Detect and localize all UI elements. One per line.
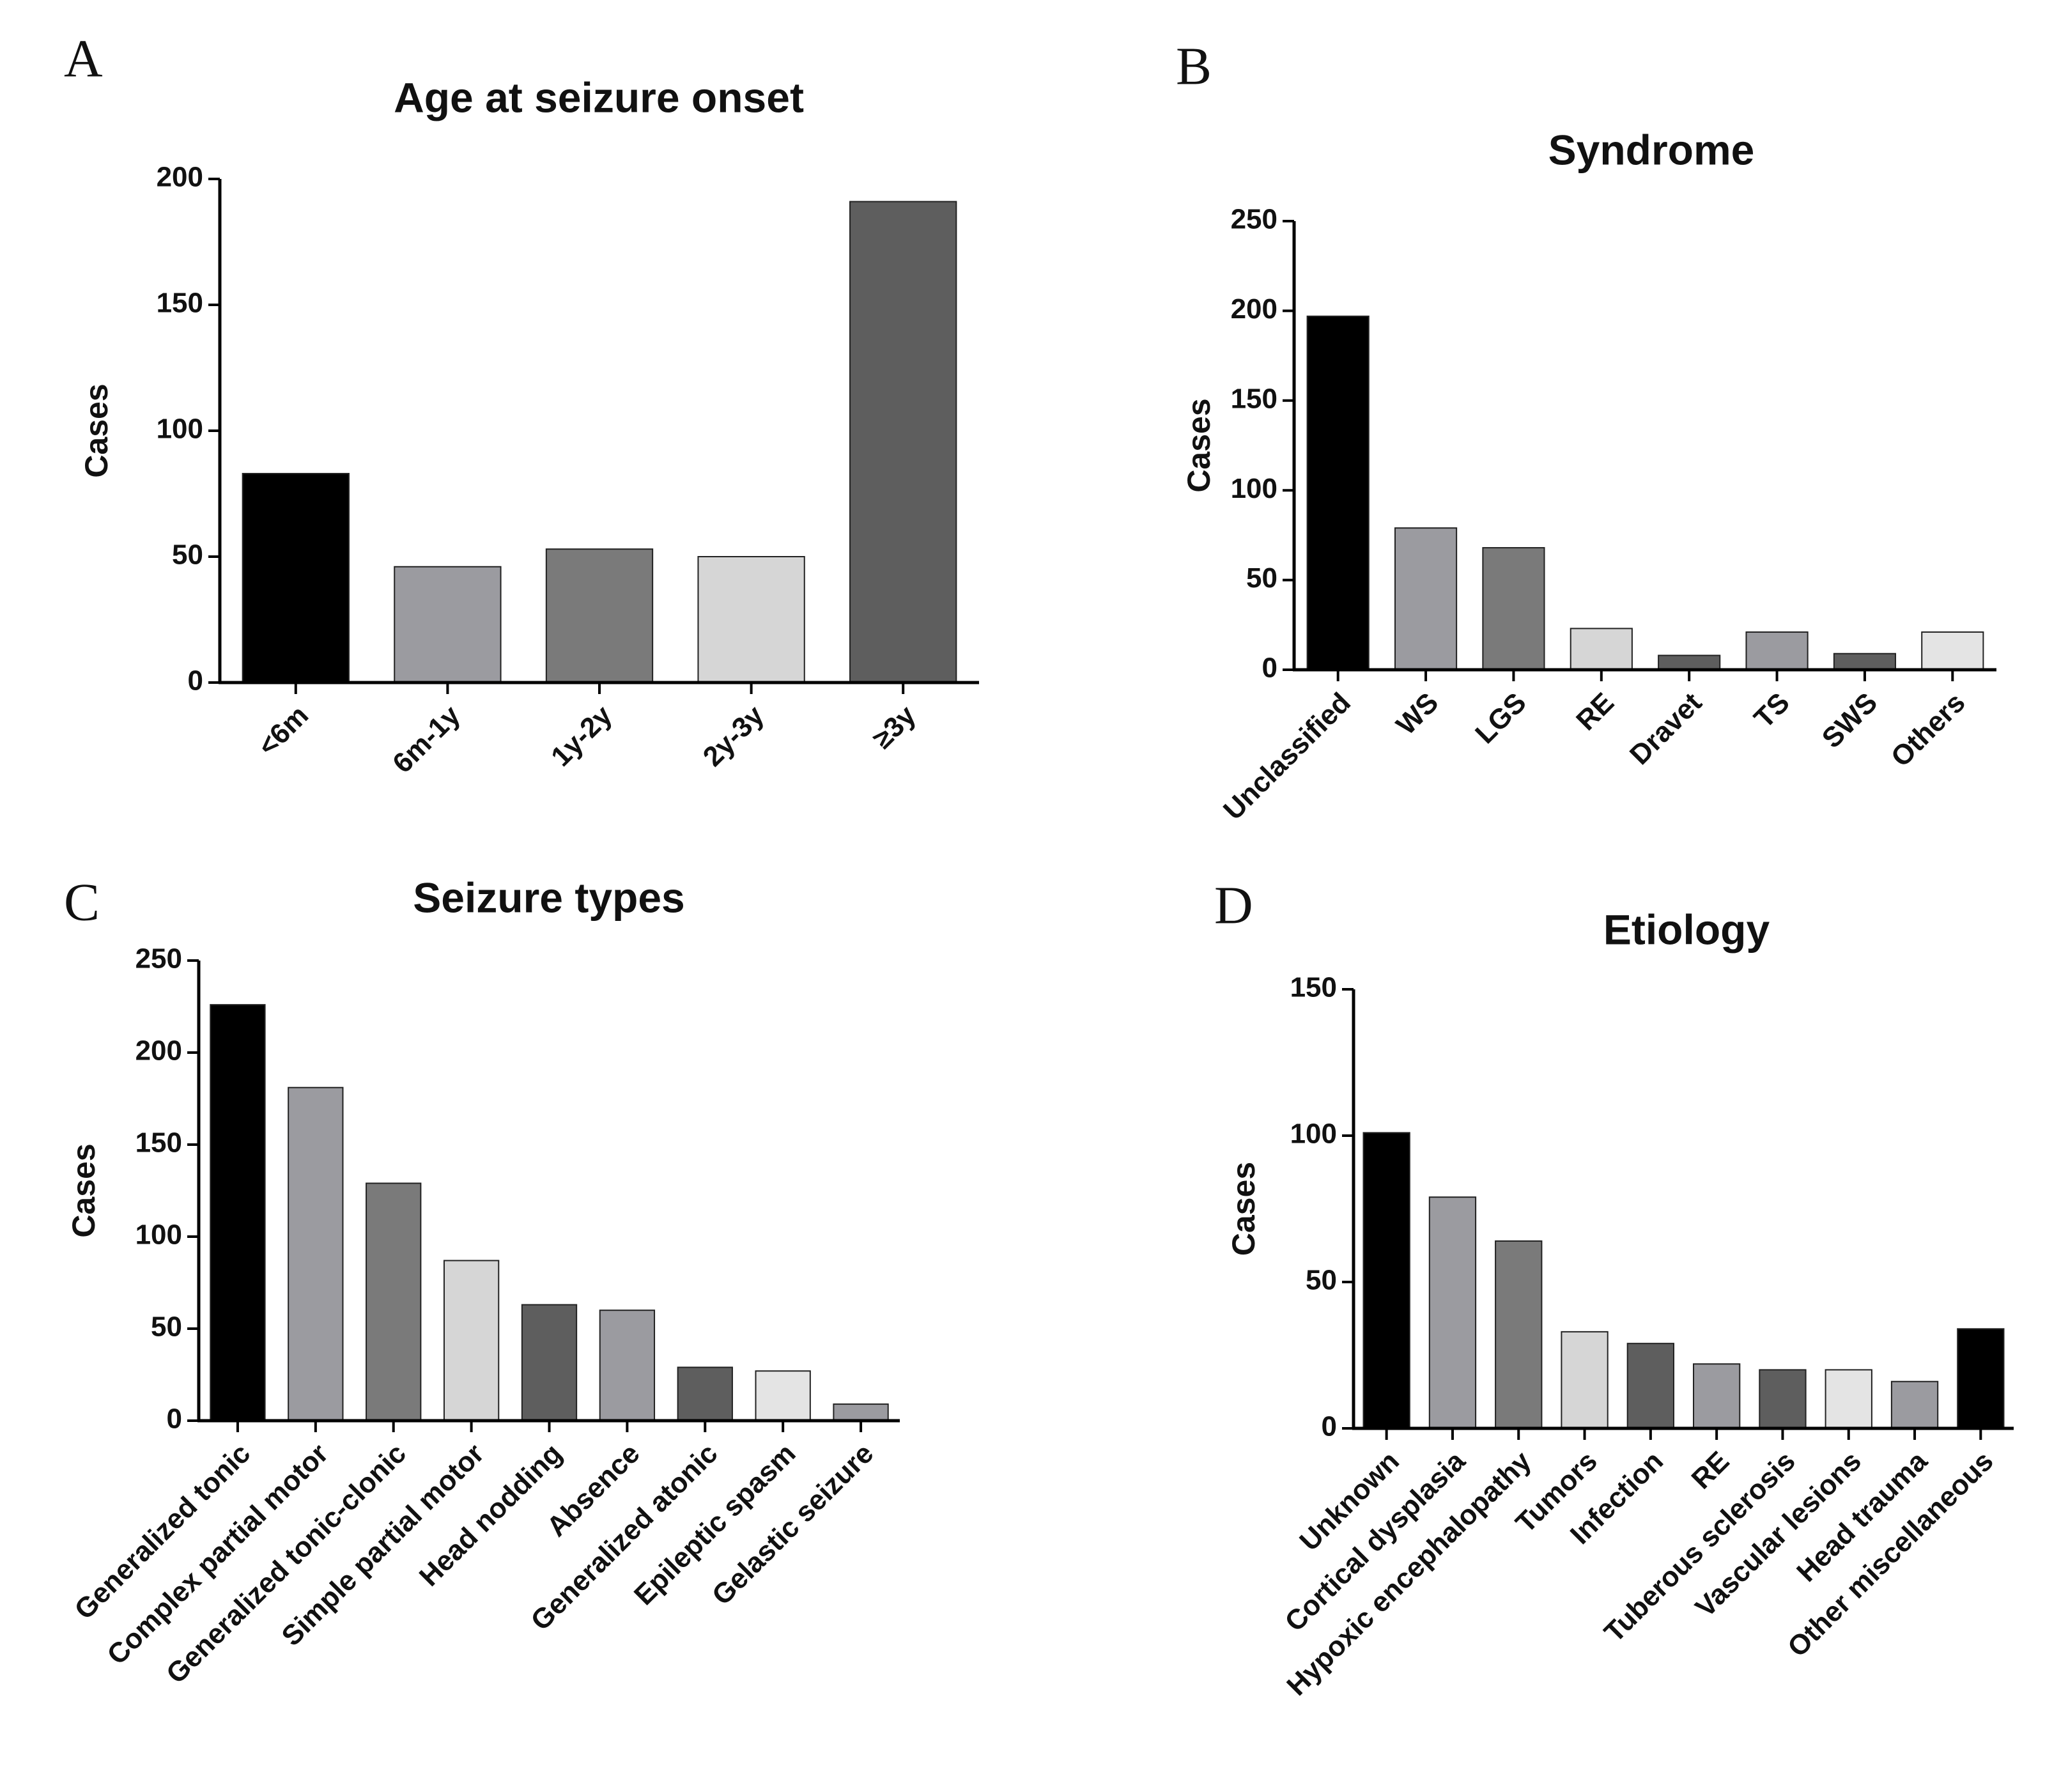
panel-label: C [64,872,100,932]
bar [833,1403,889,1422]
bar [210,1004,266,1421]
y-tick-label: 250 [1231,204,1277,235]
bar [599,1309,656,1421]
chart-title: Syndrome [1548,126,1755,173]
chart-title: Age at seizure onset [394,73,804,121]
bar [1825,1369,1872,1429]
y-axis-label: Cases [79,383,114,477]
y-tick-label: 150 [157,288,203,319]
y-tick-label: 50 [1246,562,1277,594]
panel-label: D [1214,876,1253,935]
panel-label: A [64,29,103,88]
y-tick-label: 0 [1262,653,1277,684]
x-tick-label: Dravet [1624,686,1708,771]
y-axis-label: Cases [1181,398,1217,492]
x-tick-label: SWS [1816,687,1884,755]
bar [755,1370,811,1421]
bar [1362,1132,1410,1430]
panel-label: B [1176,36,1212,96]
bar [1957,1328,2005,1430]
chart-title: Seizure types [413,874,685,921]
bar [288,1086,344,1421]
y-axis-label: Cases [66,1143,102,1237]
y-tick-label: 0 [167,1403,182,1435]
x-tick-label: Hypoxic encephalopathy [1281,1445,1538,1702]
y-tick-label: 100 [1231,473,1277,504]
y-tick-label: 50 [1306,1265,1337,1296]
y-tick-label: 100 [135,1219,182,1251]
bar [697,556,805,683]
bar [443,1260,500,1421]
bar [1921,631,1984,670]
bar [1759,1369,1807,1429]
bar [1482,547,1545,671]
bar [242,472,350,683]
y-tick-label: 100 [157,413,203,445]
bar [394,566,502,684]
y-tick-label: 200 [157,162,203,193]
y-tick-label: 150 [1290,972,1337,1003]
y-axis-label: Cases [1226,1162,1262,1256]
y-tick-label: 0 [1322,1411,1337,1442]
y-tick-label: 50 [151,1311,182,1343]
bar [1658,654,1721,671]
bar [1495,1240,1543,1429]
x-tick-label: <6m [252,700,314,762]
x-tick-label: ≥3y [867,699,922,755]
y-tick-label: 0 [188,665,203,697]
bar [521,1304,578,1422]
bar [677,1366,733,1421]
x-tick-label: Head nodding [413,1438,568,1593]
x-tick-label: RE [1570,687,1620,737]
bar [1745,631,1809,670]
y-tick-label: 150 [1231,383,1277,414]
bar [849,201,957,683]
bar [1570,628,1633,671]
bar [1626,1343,1675,1429]
x-tick-label: 1y-2y [545,699,619,773]
x-tick-label: RE [1686,1446,1736,1495]
x-tick-label: Others [1885,687,1972,773]
chart-title: Etiology [1603,906,1770,953]
x-tick-label: TS [1748,687,1795,734]
x-tick-label: Unclassified [1217,687,1357,826]
bar [1692,1363,1741,1429]
bar [1428,1196,1477,1430]
bar [366,1182,422,1421]
x-tick-label: 2y-3y [697,699,771,773]
bar [1394,527,1458,671]
bar [1890,1380,1939,1429]
y-tick-label: 200 [1231,293,1277,325]
x-tick-label: WS [1391,687,1445,741]
bar [545,548,654,683]
bar [1833,653,1897,671]
y-tick-label: 100 [1290,1118,1337,1150]
x-tick-label: LGS [1469,687,1532,750]
x-tick-label: 6m-1y [387,699,467,779]
bar [1561,1331,1609,1430]
y-tick-label: 250 [135,943,182,975]
bar [1306,315,1370,671]
y-tick-label: 200 [135,1035,182,1067]
y-tick-label: 150 [135,1127,182,1159]
y-tick-label: 50 [172,539,203,571]
